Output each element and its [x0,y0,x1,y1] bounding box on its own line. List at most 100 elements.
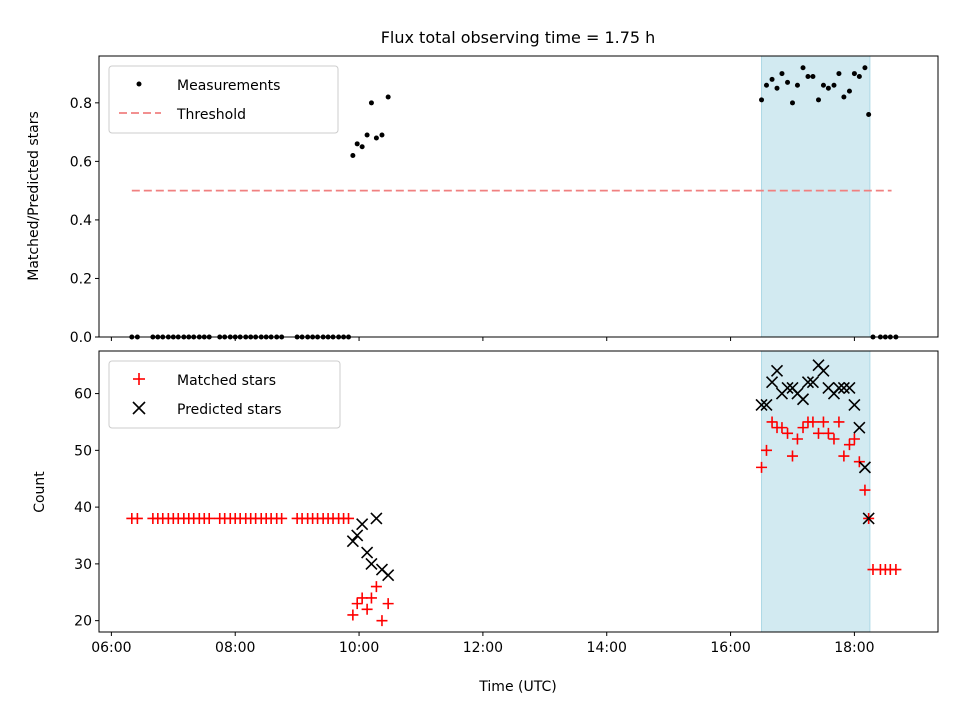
measurement-point [774,85,780,91]
y-tick-label: 0.4 [70,213,92,229]
count-marks [126,359,902,627]
predicted-stars-point [806,376,819,389]
predicted-stars-point [853,421,866,434]
predicted-stars-point [765,376,779,389]
measurement-point [866,112,872,118]
axes-frame-top [98,55,939,338]
y-tick-label: 0.6 [70,154,92,170]
predicted-stars-point [365,557,378,570]
predicted-stars-point [796,393,810,406]
predicted-stars-point [351,529,364,542]
x-tick-label: 16:00 [710,640,750,656]
x-tick-label: 08:00 [215,640,255,656]
predicted-stars-point [346,535,359,548]
legend-box-top [108,65,339,134]
matched-stars-point [756,461,768,473]
predicted-stars-point [862,512,875,525]
predicted-stars-point [370,512,383,525]
matched-stars-point [276,512,288,524]
matched-stars-point [890,564,902,576]
measurement-point [364,132,370,138]
measurement-point [759,97,765,103]
measurement-point [385,94,391,100]
matched-stars-point [791,433,803,445]
measurement-point [810,73,816,79]
legend-box-bottom [108,360,341,429]
predicted-stars-point [356,518,369,531]
measurement-point [789,100,795,106]
x-tick-label: 06:00 [91,640,131,656]
y-tick-label: 60 [74,387,92,403]
y-axis-label-top: Matched/Predicted stars [26,111,42,281]
axes-frame-bottom [98,350,939,633]
counts-panel: 20 30 40 50 60 06:00 08:00 10:00 12:00 14:00 16:0… [32,350,939,695]
y-ticks-bottom: 20 30 40 50 60 [74,387,99,630]
matched-stars-point [859,484,871,496]
predicted-stars-point [843,381,856,394]
y-tick-label: 50 [74,443,92,459]
matched-stars-point [361,603,373,615]
measurement-point [820,82,826,88]
y-tick-label: 30 [74,557,92,573]
predicted-stars-point [848,398,861,411]
x-tick-label: 14:00 [587,640,627,656]
matched-stars-point [766,416,778,428]
observing-span-top [761,55,871,338]
measurement-point [836,71,842,77]
matched-stars-point [853,456,865,468]
matched-stars-point [822,427,834,439]
legend-threshold-label: Threshold [176,107,246,123]
legend-predicted-marker [132,401,146,415]
y-ticks-top: 0.0 0.2 0.4 0.6 0.8 [70,96,99,346]
measurement-point [825,85,831,91]
measurement-point [779,71,785,77]
y-tick-label: 20 [74,614,92,630]
legend-measurements-label: Measurements [177,78,280,94]
observing-span-bottom [761,350,871,633]
matched-stars-point [382,598,394,610]
matched-stars-point [786,450,798,462]
predicted-stars-point [760,398,773,411]
measurement-point [815,97,821,103]
x-tick-label: 10:00 [339,640,379,656]
x-ticks-top [110,337,855,341]
measurement-point [851,71,857,77]
legend-matched-label: Matched stars [177,373,276,389]
y-tick-label: 0.8 [70,96,92,112]
measurement-point [350,153,356,159]
x-axis-label: Time (UTC) [478,679,556,695]
measurement-point [785,79,791,85]
matched-stars-point [776,422,788,434]
measurement-point [800,65,806,71]
measurement-point [763,82,769,88]
y-tick-label: 40 [74,500,92,516]
measurement-point [846,88,852,94]
y-axis-label-bottom: Count [32,471,48,513]
matched-stars-point [782,427,794,439]
measurement-point [368,100,374,106]
matched-stars-point [370,581,382,593]
measurement-point [841,94,847,100]
matched-stars-point [848,433,860,445]
x-tick-label: 18:00 [834,640,874,656]
matched-stars-point [131,512,143,524]
measurement-point [769,76,775,82]
y-tick-label: 0.0 [70,330,92,346]
matched-stars-point [817,416,829,428]
matched-stars-point [838,450,850,462]
legend-bottom: Matched stars Predicted stars [108,360,341,429]
y-tick-label: 0.2 [70,271,92,287]
matched-stars-point [833,416,845,428]
predicted-stars-point [781,381,794,394]
flux-ratio-panel: 0.00.20.40.60.8 Matched/Predicted stars … [26,55,939,346]
measurement-point [373,135,379,141]
legend-predicted-label: Predicted stars [177,402,282,418]
matched-stars-point [797,422,809,434]
predicted-stars-point [858,461,872,474]
matched-stars-point [356,592,368,604]
x-tick-label: 12:00 [463,640,503,656]
predicted-stars-point [801,376,815,389]
matched-stars-point [828,433,840,445]
measurement-point [862,65,868,71]
